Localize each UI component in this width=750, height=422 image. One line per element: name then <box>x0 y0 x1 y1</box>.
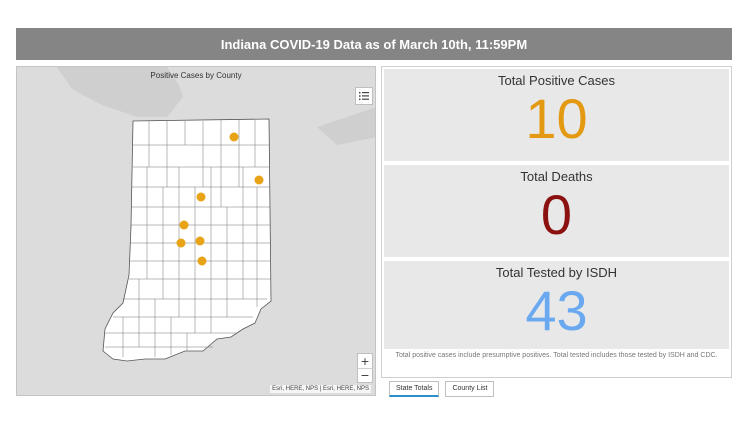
map-canvas[interactable] <box>17 67 376 396</box>
indiana-state-outline <box>102 118 272 362</box>
footnote: Total positive cases include presumptive… <box>395 352 718 359</box>
case-marker[interactable] <box>229 132 239 142</box>
positive-cases-title: Total Positive Cases <box>497 73 616 88</box>
deaths-title: Total Deaths <box>520 169 593 184</box>
map-title: Positive Cases by County <box>150 71 242 80</box>
tab-state-totals[interactable]: State Totals <box>389 381 440 397</box>
zoom-out-button[interactable]: − <box>358 368 372 382</box>
view-tabs: State Totals County List <box>389 381 495 397</box>
legend-button[interactable] <box>355 87 373 105</box>
case-marker[interactable] <box>179 220 189 230</box>
tested-title: Total Tested by ISDH <box>495 265 618 280</box>
county-map[interactable]: Positive Cases by County + − Esri, HERE,… <box>16 66 376 396</box>
zoom-control: + − <box>357 353 373 383</box>
case-marker[interactable] <box>176 238 186 248</box>
tab-county-list[interactable]: County List <box>445 381 495 397</box>
positive-cases-value: 10 <box>525 87 588 150</box>
positive-cases-card: Total Positive Cases 10 <box>384 69 729 161</box>
case-marker[interactable] <box>196 192 206 202</box>
case-markers <box>176 132 264 266</box>
case-marker[interactable] <box>195 236 205 246</box>
dashboard-header: Indiana COVID-19 Data as of March 10th, … <box>16 28 732 60</box>
page-title: Indiana COVID-19 Data as of March 10th, … <box>220 36 528 52</box>
deaths-value: 0 <box>540 183 573 246</box>
stats-panel: Total Positive Cases 10 Total Deaths 0 T… <box>381 66 732 378</box>
list-icon <box>359 92 369 101</box>
case-marker[interactable] <box>254 175 264 185</box>
lake-erie <box>317 107 375 145</box>
tested-card: Total Tested by ISDH 43 <box>384 261 729 349</box>
deaths-card: Total Deaths 0 <box>384 165 729 257</box>
zoom-in-button[interactable]: + <box>360 354 370 368</box>
tested-value: 43 <box>525 279 588 342</box>
lake-michigan <box>57 67 183 117</box>
case-marker[interactable] <box>197 256 207 266</box>
map-attribution[interactable]: Esri, HERE, NPS | Esri, HERE, NPS <box>270 385 371 393</box>
